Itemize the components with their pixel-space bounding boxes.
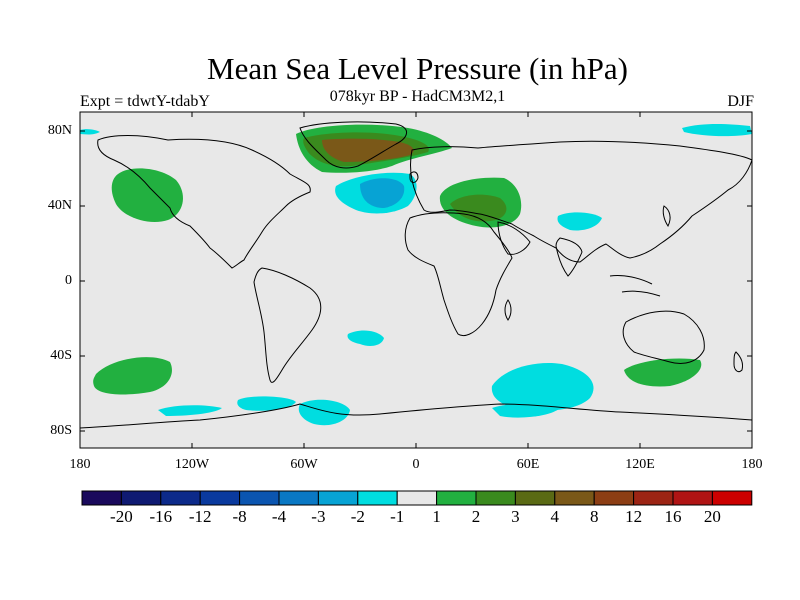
colorbar-box — [633, 490, 674, 506]
coastline-indonesia — [609, 275, 661, 297]
coastline-south-america — [253, 267, 322, 383]
anomaly-field-southern-indian-2 — [492, 403, 560, 418]
x-label-120E: 120E — [625, 457, 655, 472]
colorbar-label: -8 — [232, 507, 247, 526]
y-label-40S: 40S — [50, 348, 72, 363]
colorbar-label: -4 — [271, 507, 287, 526]
colorbar-box — [278, 490, 319, 506]
colorbar-label: 3 — [511, 507, 520, 526]
colorbar-label: 8 — [589, 507, 599, 526]
colorbar-box — [357, 490, 398, 506]
colorbar-box — [317, 490, 359, 506]
colorbar-box — [514, 490, 556, 506]
coastlines — [79, 121, 753, 429]
colorbar-label: -20 — [110, 507, 133, 526]
colorbar — [81, 490, 753, 506]
coastline-madagascar — [504, 299, 512, 321]
anomaly-field-arctic-pacific — [682, 124, 752, 137]
anomaly-field-pacific-north — [111, 168, 183, 223]
x-label-120W: 120W — [174, 457, 210, 472]
anomaly-fields — [80, 124, 752, 426]
colorbar-label: 2 — [471, 507, 481, 526]
anomaly-field-central-asia — [557, 212, 602, 231]
x-label-0: 0 — [412, 457, 420, 472]
anomaly-field-south-atlantic — [347, 330, 384, 346]
colorbar-box — [81, 490, 122, 506]
colorbar-label: 20 — [703, 507, 721, 526]
colorbar-box — [120, 490, 162, 506]
subtitle: 078kyr BP - HadCM3M2,1 — [329, 88, 506, 105]
anomaly-field-greenland-peak — [322, 138, 414, 162]
colorbar-label: 4 — [550, 507, 560, 526]
coastline-british-isles — [409, 171, 419, 183]
coastline-australia — [622, 310, 705, 364]
coastline-eurasia — [410, 140, 753, 263]
axis-ticks — [79, 112, 753, 448]
colorbar-box — [396, 490, 438, 506]
colorbar-box — [475, 490, 516, 506]
colorbar-box — [593, 490, 635, 506]
x-label-180-east: 180 — [741, 457, 763, 472]
colorbar-label: -12 — [188, 507, 212, 526]
colorbar-box — [160, 490, 201, 506]
colorbar-label: -2 — [350, 507, 365, 526]
anomaly-field-ross — [158, 405, 222, 416]
season-label: DJF — [727, 93, 754, 110]
colorbar-box — [436, 490, 477, 506]
colorbar-label: 1 — [432, 507, 441, 526]
anomaly-field-new-zealand — [624, 358, 702, 387]
anomaly-field-southern-indian — [491, 362, 594, 411]
colorbar-label: 12 — [625, 507, 643, 526]
anomaly-field-drake-passage — [237, 396, 296, 411]
coastline-japan — [662, 205, 671, 227]
coastline-antarctica — [79, 403, 753, 429]
colorbar-label: -16 — [149, 507, 173, 526]
y-label-0: 0 — [65, 273, 72, 288]
colorbar-box — [554, 490, 595, 506]
colorbar-label: -3 — [311, 507, 326, 526]
x-label-180-west: 180 — [69, 457, 91, 472]
coastline-india — [555, 237, 583, 277]
ocean-background — [80, 112, 752, 448]
colorbar-box — [239, 490, 280, 506]
experiment-label: Expt = tdwtY-tdabY — [80, 93, 210, 110]
coastline-new-zealand — [733, 351, 743, 373]
coastline-north-america — [97, 135, 311, 269]
y-label-40N: 40N — [47, 198, 72, 213]
anomaly-field-north-atlantic-core — [360, 178, 405, 208]
x-label-60E: 60E — [516, 457, 540, 472]
colorbar-box — [711, 490, 753, 506]
coastline-greenland — [299, 121, 407, 169]
y-label-80S: 80S — [50, 423, 72, 438]
colorbar-box — [199, 490, 241, 506]
coastline-arabia — [497, 221, 531, 255]
colorbar-label: 16 — [664, 507, 682, 526]
anomaly-field-southeast-pacific — [93, 357, 172, 395]
page-title: Mean Sea Level Pressure (in hPa) — [207, 51, 628, 86]
anomaly-field-weddell — [298, 399, 350, 426]
coastline-africa — [404, 212, 513, 337]
colorbar-box — [672, 490, 713, 506]
x-label-60W: 60W — [290, 457, 318, 472]
y-label-80N: 80N — [47, 123, 72, 138]
colorbar-label: -1 — [390, 507, 405, 526]
anomaly-field-eurasia-core — [450, 194, 507, 222]
